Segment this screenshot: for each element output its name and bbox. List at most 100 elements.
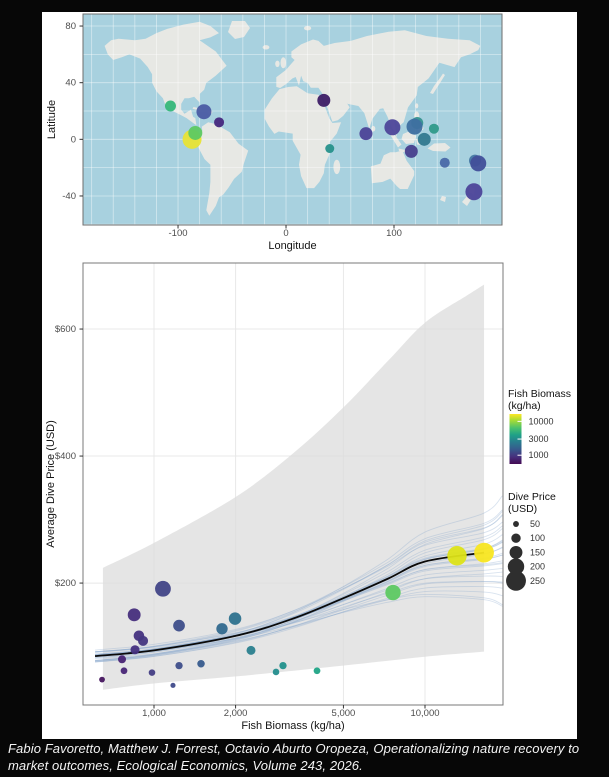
color-legend-title: Fish Biomass [508,388,571,400]
data-point [155,580,171,597]
landmass-island [262,45,270,50]
x-tick-label: -100 [169,228,188,239]
data-point [120,667,128,675]
size-legend-dot [507,558,525,575]
posterior-draw-line [95,521,503,651]
map-point-new-zealand [465,183,483,201]
landmass [440,196,446,202]
posterior-draw-line [95,580,503,662]
size-legend-label: 100 [530,533,545,543]
citation-caption: Fabio Favoretto, Matthew J. Forrest, Oct… [8,741,580,773]
data-point [138,635,149,646]
landmass [427,143,451,152]
posterior-draw-line [95,590,503,660]
posterior-draw-line [95,542,503,656]
data-point [148,669,156,676]
size-legend-dot [513,521,519,527]
posterior-draw-line [95,539,503,663]
x-axis-title: Longitude [268,240,316,252]
landmass [198,122,249,216]
x-tick-label: 100 [386,228,402,239]
scatter-panel-border [82,262,504,706]
posterior-draw-line [95,586,503,663]
posterior-draw-line [95,560,503,655]
data-point [197,659,205,668]
y-tick-label: $600 [55,324,76,335]
landmass-island [280,57,287,69]
data-point [272,668,280,676]
size-legend-title: (USD) [508,503,537,515]
y-tick-label: -40 [62,191,76,202]
data-point [246,645,256,655]
map-point-thailand [384,119,401,136]
landmass [276,30,481,138]
posterior-draw-line [95,562,503,653]
map-point-philippines [406,118,423,135]
size-legend-label: 200 [530,562,545,572]
map-point-raja-ampat [417,132,431,146]
map-point-micronesia [428,123,439,134]
x-tick-label: 1,000 [142,708,166,719]
map-point-maldives [359,127,373,141]
data-point [313,667,321,675]
data-point [170,682,176,688]
x-tick-label: 0 [283,228,288,239]
landmass-island [275,60,280,67]
map-point-great-barrier-reef [439,157,450,168]
map-point-komodo [404,144,418,158]
map-point-fiji [470,155,487,172]
posterior-draw-line [95,514,503,662]
map-chart: -100 0 100 80 40 0 -40 Longitude Latitude [46,13,503,252]
data-point [175,661,183,670]
posterior-draw-line [95,511,503,657]
map-point-southern-caribbean [214,117,225,128]
color-legend-tick-label: 3000 [529,434,549,444]
data-point [173,619,185,632]
figure-panel: -100 0 100 80 40 0 -40 Longitude Latitude 1,000 2… [42,12,577,739]
posterior-draw-line [95,509,503,653]
map-point-east-africa [325,144,335,154]
posterior-draw-line [95,515,503,654]
size-legend-title: Dive Price [508,491,556,503]
size-legend-label: 50 [530,519,540,529]
scatter-chart: 1,000 2,000 5,000 10,000 $200 $400 $600 Fish Bi… [45,262,571,732]
map-point-malpelo-cocos [188,125,203,140]
data-point [447,546,467,566]
map-point-mexico-pacific [164,100,176,112]
landmass [370,150,415,189]
size-legend-dot [509,545,523,559]
posterior-draw-line [95,563,503,655]
map-point-caribbean [196,104,212,120]
data-point [99,676,105,683]
x-tick-label: 2,000 [224,708,248,719]
x-tick-label: 5,000 [332,708,356,719]
y-tick-label: $200 [55,578,76,589]
color-legend-tick-label: 1000 [529,450,549,460]
x-tick-label: 10,000 [410,708,439,719]
size-legend-label: 250 [530,576,545,586]
data-point [216,623,228,635]
data-point [118,655,127,664]
y-tick-label: 0 [71,134,76,145]
landmass-island [371,125,376,132]
posterior-draw-line [95,567,503,659]
color-legend-title: (kg/ha) [508,400,541,412]
data-point [127,608,141,622]
x-axis-title: Fish Biomass (kg/ha) [241,720,344,732]
trend-line [94,551,485,657]
data-point [130,645,140,655]
color-legend-tick-label: 10000 [529,416,554,426]
posterior-draw-line [95,596,503,657]
size-legend-dot [511,533,521,543]
y-tick-label: 40 [65,78,76,89]
y-tick-label: $400 [55,451,76,462]
color-legend-bar [509,414,522,464]
y-tick-label: 80 [65,21,76,32]
landmass [228,21,250,39]
posterior-draw-line [95,525,503,659]
landmass [264,86,342,189]
data-point [279,661,287,670]
map-point-red-sea [317,93,331,107]
posterior-draw-line [95,571,503,663]
